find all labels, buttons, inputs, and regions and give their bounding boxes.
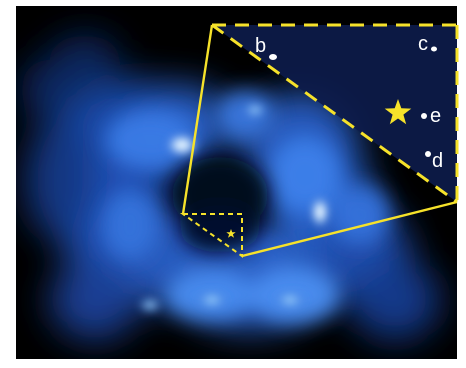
planet-d — [425, 151, 431, 157]
star-icon — [384, 99, 412, 125]
projection-line-upper — [181, 24, 214, 215]
source-star-icon — [226, 229, 236, 238]
planet-b — [269, 54, 277, 60]
source-triangle — [179, 213, 243, 258]
inset-diagonal-edge — [211, 23, 458, 204]
source-region — [179, 213, 243, 258]
projection-lines — [181, 24, 458, 258]
planets: b c d e — [255, 33, 443, 172]
planet-e-label: e — [430, 105, 441, 127]
planet-c-label: c — [418, 33, 428, 55]
dust-ring — [20, 35, 440, 340]
projection-line-lower — [241, 200, 458, 258]
planet-c — [431, 46, 437, 52]
planet-d-label: d — [432, 150, 443, 172]
inset-panel — [211, 23, 459, 204]
planet-e — [421, 113, 427, 119]
planet-b-label: b — [255, 35, 266, 57]
